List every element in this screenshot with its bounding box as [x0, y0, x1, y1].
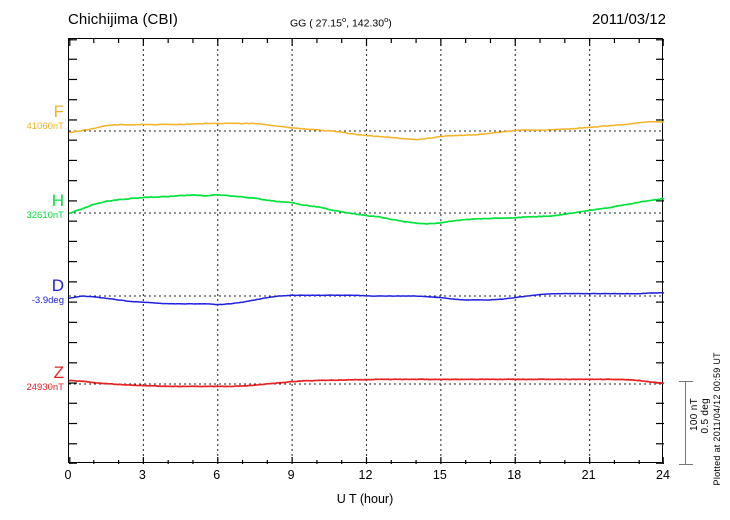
plot-area: [68, 38, 664, 464]
x-axis-tick-0: 0: [64, 468, 72, 482]
x-axis-tick-3: 3: [138, 468, 146, 482]
plotted-timestamp: Plotted at 2011/04/12 00:59 UT: [712, 352, 722, 486]
station-title: Chichijima (CBI): [68, 11, 178, 28]
scale-bar: [679, 381, 693, 465]
component-label-D: D -3.9deg: [2, 277, 64, 307]
x-axis-ticks: [69, 39, 664, 464]
scale-bar-deg-label: 0.5 deg: [700, 398, 711, 434]
coords-suffix: ): [388, 17, 392, 30]
component-letter-Z: Z: [53, 363, 64, 382]
component-label-H: H 32610nT: [2, 192, 64, 222]
component-letter-D: D: [51, 276, 64, 295]
component-label-Z: Z 24930nT: [2, 364, 64, 394]
x-axis-title: U T (hour): [336, 492, 394, 506]
magnetogram-traces: [69, 39, 664, 464]
x-axis-tick-9: 9: [287, 468, 295, 482]
component-letter-H: H: [51, 191, 64, 210]
coords-mid: , 142.30: [346, 17, 385, 30]
data-traces: [69, 120, 664, 388]
x-axis-tick-21: 21: [581, 468, 596, 482]
vertical-gridlines: [142, 39, 591, 464]
x-axis-tick-6: 6: [213, 468, 221, 482]
x-axis-tick-18: 18: [507, 468, 522, 482]
component-letter-F: F: [53, 102, 64, 121]
scale-bar-vertical-line: [685, 381, 687, 465]
x-axis-tick-24: 24: [656, 468, 670, 482]
scale-bar-top-cap: [679, 381, 693, 383]
component-baseline-Z: 24930nT: [26, 382, 64, 393]
observation-date: 2011/03/12: [592, 11, 666, 28]
y-axis-ticks: [69, 39, 664, 464]
component-baselines: [69, 130, 664, 385]
x-axis-tick-12: 12: [358, 468, 373, 482]
component-baseline-F: 41060nT: [26, 121, 64, 132]
scale-bar-bottom-cap: [679, 463, 693, 465]
component-label-F: F 41060nT: [2, 103, 64, 133]
geographic-coordinates: GG ( 27.15o, 142.30o): [290, 15, 392, 30]
coords-prefix: GG ( 27.15: [290, 17, 342, 30]
x-axis-tick-15: 15: [432, 468, 447, 482]
component-baseline-H: 32610nT: [26, 210, 64, 221]
component-baseline-D: -3.9deg: [31, 295, 64, 306]
scale-bar-nt-label: 100 nT: [689, 398, 700, 431]
